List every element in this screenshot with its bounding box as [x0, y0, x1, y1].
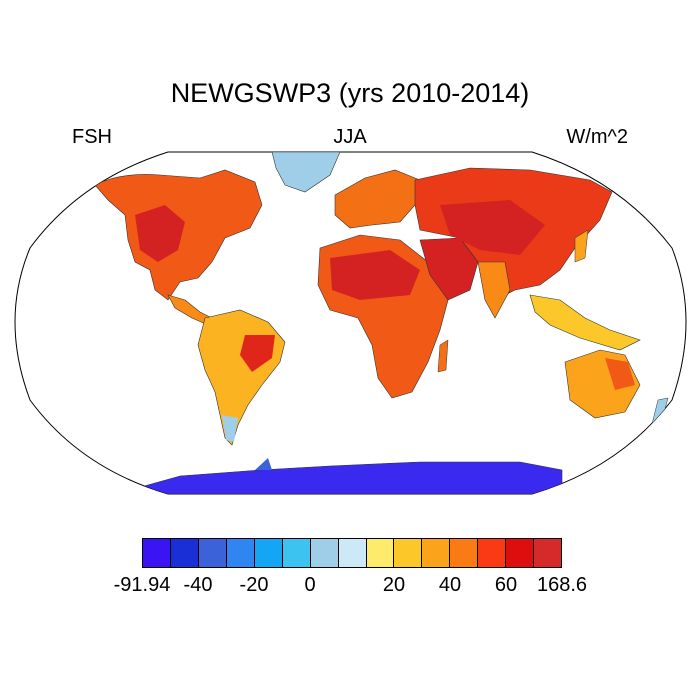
region-asia-core: [440, 200, 545, 255]
colorbar-tick-label: 60: [494, 574, 518, 596]
region-sahara: [330, 250, 420, 300]
colorbar-swatch: [394, 539, 423, 567]
colorbar-swatch: [478, 539, 507, 567]
region-antarctic-peninsula: [255, 458, 272, 470]
variable-label: FSH: [72, 126, 112, 148]
colorbar-tick-labels: -91.94 -40 -20 0 20 40 60 168.6: [0, 574, 700, 604]
colorbar-swatch: [366, 539, 395, 567]
colorbar-swatch: [170, 539, 199, 567]
region-patagonia: [222, 415, 238, 442]
colorbar-tick-label: -40: [183, 574, 213, 596]
colorbar-swatch: [338, 539, 367, 567]
colorbar-tick-label: 0: [304, 574, 316, 596]
colorbar-tick-label: -91.94: [113, 574, 171, 596]
region-south-america-core: [240, 335, 275, 372]
colorbar-tick-label: -20: [239, 574, 269, 596]
region-southeast-asia: [529, 294, 641, 351]
season-label: JJA: [333, 126, 367, 148]
colorbar-swatch: [254, 539, 283, 567]
map-title: NEWGSWP3 (yrs 2010-2014): [170, 78, 530, 108]
region-greenland: [271, 152, 341, 193]
region-north-america-core: [135, 205, 185, 262]
colorbar-swatch: [282, 539, 311, 567]
region-antarctica: [129, 461, 563, 494]
colorbar-swatch: [534, 539, 562, 567]
colorbar-tick-label: 20: [382, 574, 406, 596]
colorbar-swatch: [226, 539, 255, 567]
colorbar: [142, 538, 562, 568]
colorbar-swatch: [198, 539, 227, 567]
colorbar-swatch: [143, 539, 171, 567]
region-japan: [574, 229, 589, 263]
colorbar-tick-label: 168.6: [536, 574, 588, 596]
colorbar-swatch: [422, 539, 451, 567]
units-label: W/m^2: [566, 126, 628, 148]
region-india: [477, 261, 511, 319]
region-australia-east: [605, 358, 635, 390]
colorbar-swatch: [450, 539, 479, 567]
colorbar-swatch: [310, 539, 339, 567]
region-europe: [334, 169, 421, 229]
colorbar-tick-label: 40: [438, 574, 462, 596]
region-madagascar: [437, 339, 449, 373]
colorbar-swatch: [506, 539, 535, 567]
